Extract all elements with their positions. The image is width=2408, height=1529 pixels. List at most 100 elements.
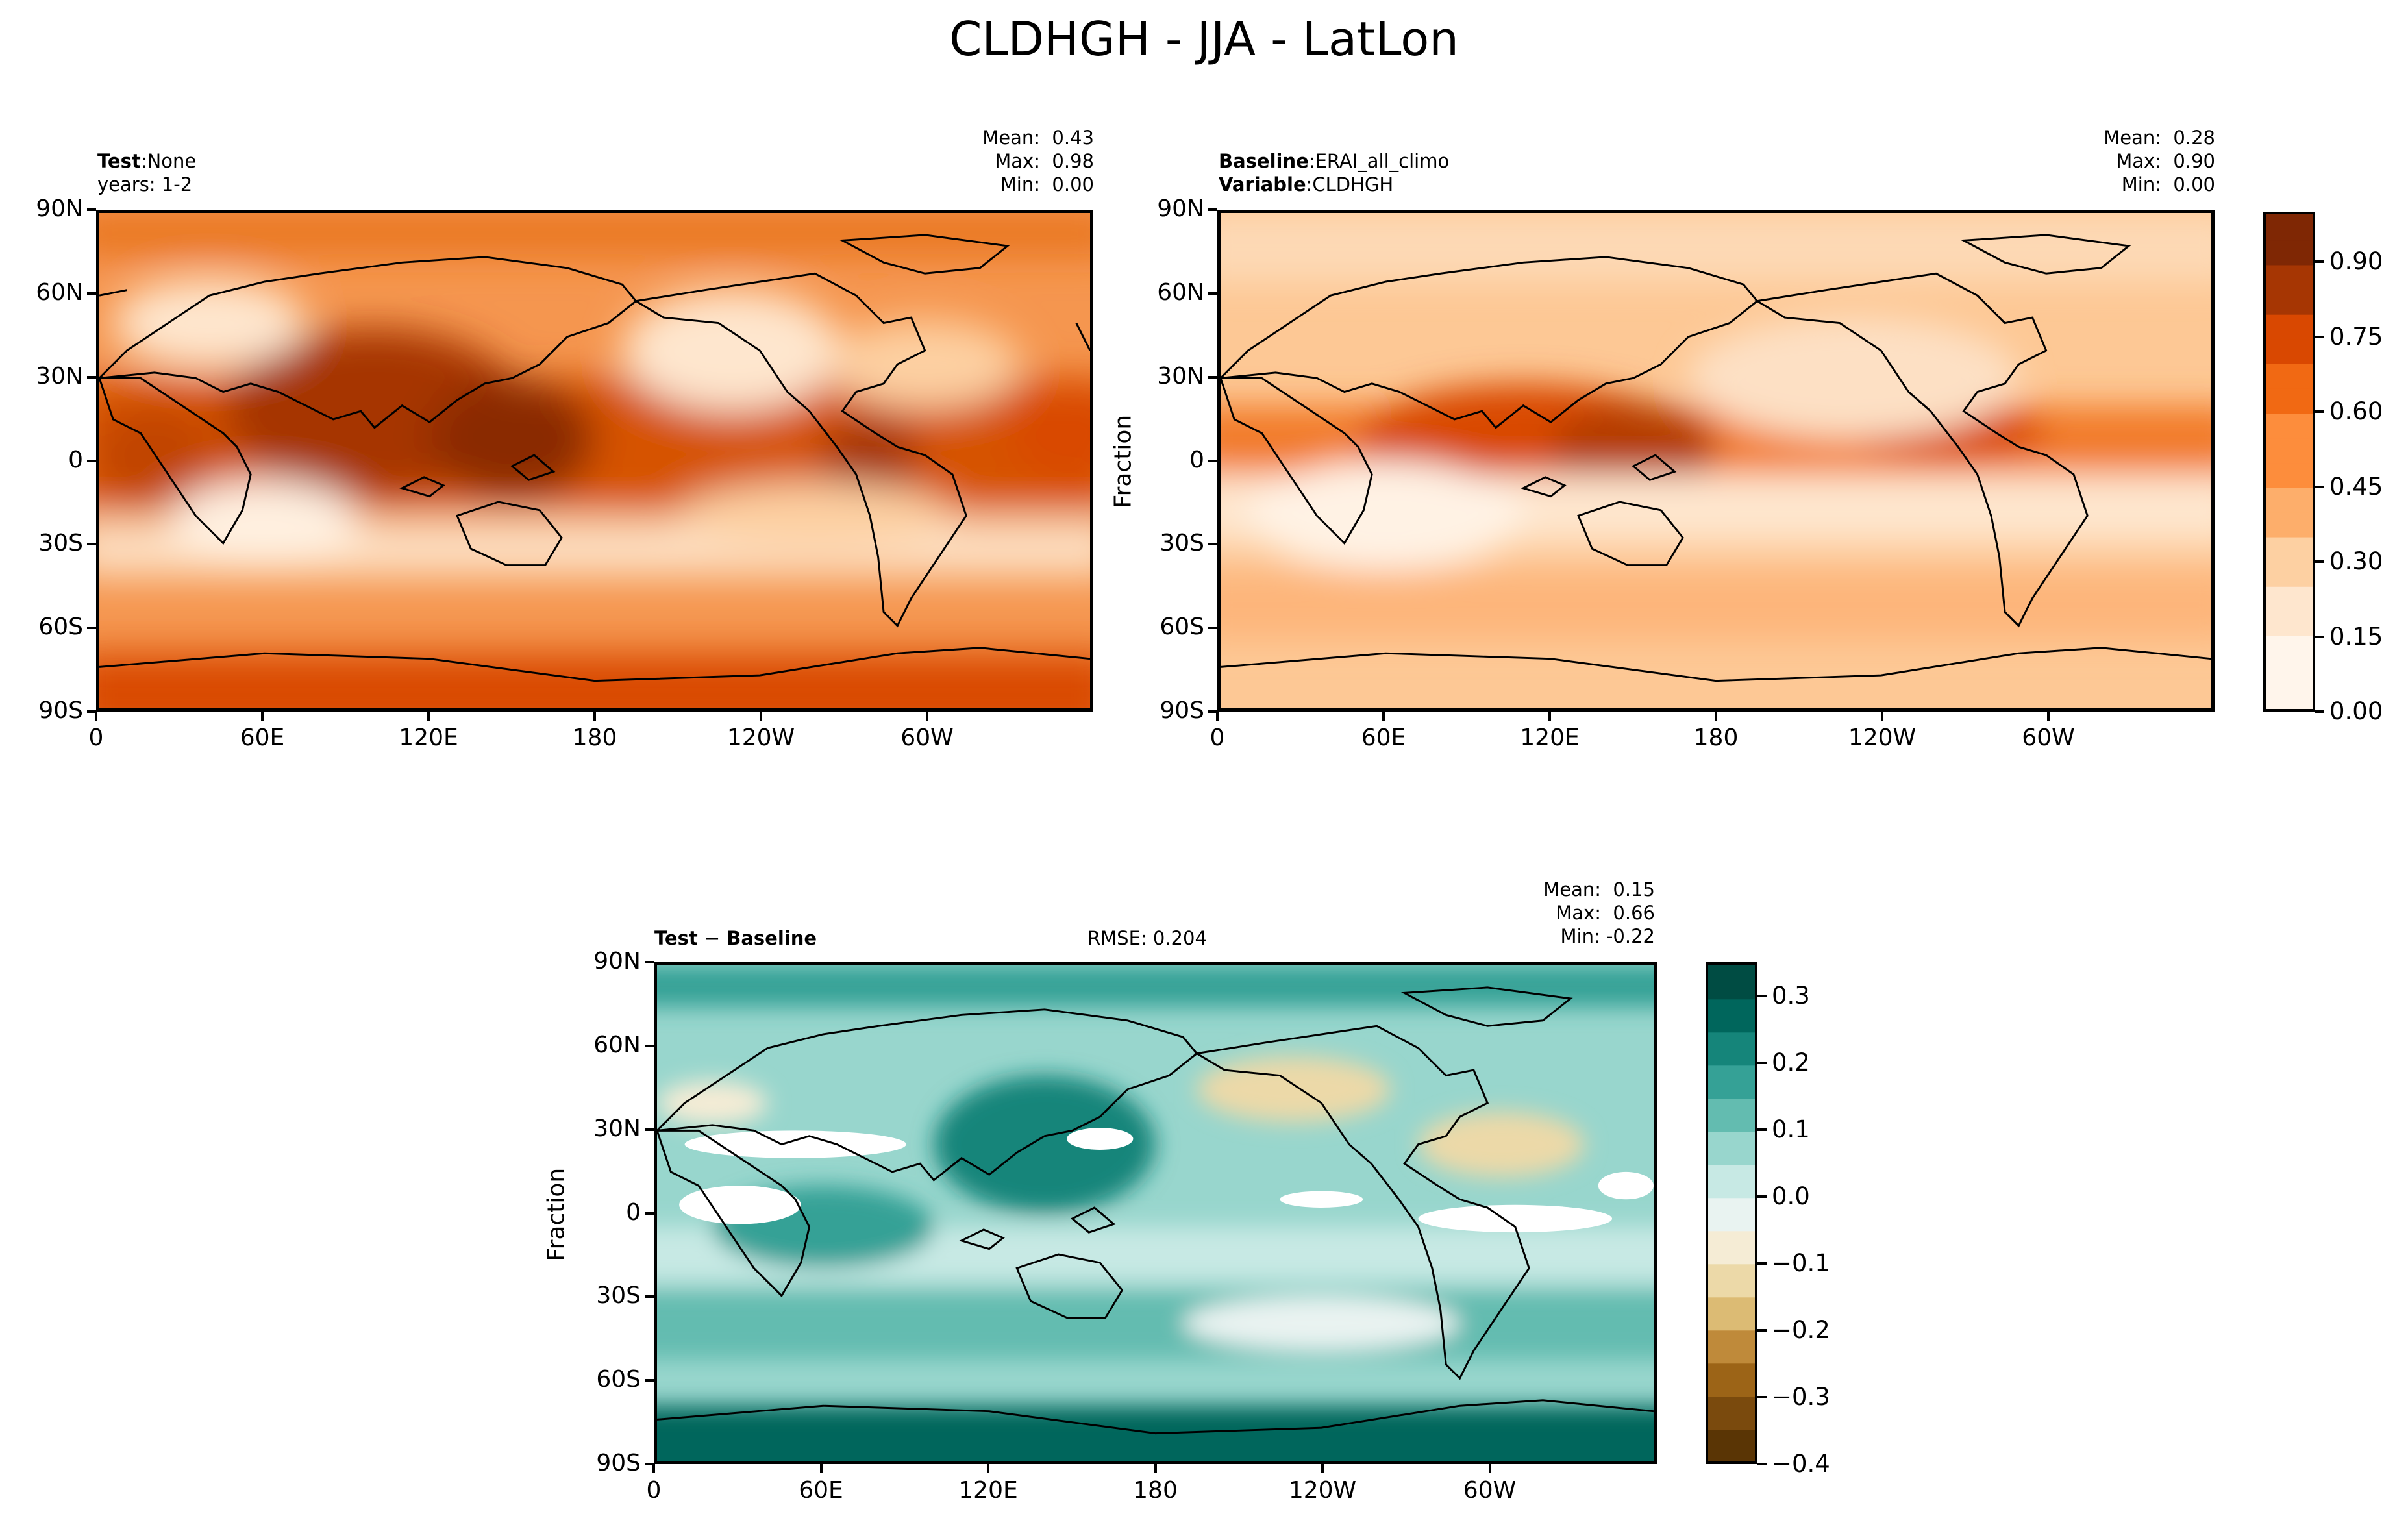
test-xtick-mark [593, 712, 596, 721]
top-cbar-tick-label: 0.60 [2329, 397, 2383, 425]
test-ytick-label: 60N [36, 279, 83, 306]
top-colorbar-band [2266, 486, 2313, 513]
baseline-xtick-mark [1382, 712, 1385, 721]
diff-cbar-tick-label: 0.0 [1772, 1182, 1810, 1210]
test-xtick-label: 60E [240, 725, 285, 751]
diff-field-blobs [657, 965, 1654, 1461]
diff-map-plot [657, 965, 1654, 1461]
diff-missing-white [679, 1128, 1654, 1233]
top-cbar-tick-mark [2315, 635, 2324, 638]
test-ytick-label: 90N [36, 195, 83, 222]
diff-coastlines [657, 986, 1654, 1435]
diff-colorbar-band [1708, 1263, 1755, 1298]
baseline-ytick-label: 90S [1160, 697, 1204, 724]
sep: : [1308, 150, 1315, 172]
diff-cbar-tick-label: −0.3 [1772, 1382, 1830, 1411]
baseline-ytick-mark [1208, 710, 1217, 713]
test-map[interactable] [96, 210, 1093, 712]
top-cbar-tick-label: 0.15 [2329, 622, 2383, 651]
diff-xtick-label: 120E [958, 1477, 1018, 1504]
top-colorbar-band [2266, 264, 2313, 290]
baseline-xtick-mark [1881, 712, 1883, 721]
test-ytick-mark [87, 627, 96, 630]
diff-ytick-mark [645, 1128, 654, 1131]
diff-colorbar-band [1708, 1296, 1755, 1331]
test-label: Test:None years: 1-2 [97, 149, 196, 196]
diff-xtick-mark [652, 1464, 655, 1473]
top-colorbar-band [2266, 313, 2313, 340]
diff-xtick-mark [1488, 1464, 1491, 1473]
top-cbar-tick-mark [2315, 485, 2324, 488]
top-colorbar-band [2266, 462, 2313, 488]
diff-ytick-label: 90S [596, 1450, 641, 1476]
diff-cbar-tick-label: 0.3 [1772, 981, 1810, 1010]
diff-cbar-tick-label: −0.2 [1772, 1315, 1830, 1344]
test-coastlines [99, 234, 1090, 682]
diff-colorbar-band [1708, 1428, 1755, 1461]
baseline-label: Baseline:ERAI_all_climo Variable:CLDHGH [1219, 149, 1449, 196]
diff-ytick-label: 30S [596, 1282, 641, 1310]
top-cbar-tick-mark [2315, 410, 2324, 413]
diff-cbar-tick-label: 0.2 [1772, 1048, 1810, 1076]
baseline-ytick-mark [1208, 375, 1217, 379]
test-ytick-label: 60S [38, 614, 83, 641]
top-colorbar-band [2266, 536, 2313, 562]
diff-ytick-mark [645, 1379, 654, 1382]
diff-label-text: Test − Baseline [654, 927, 817, 949]
test-ytick-mark [87, 208, 96, 211]
baseline-variable-value: CLDHGH [1312, 173, 1394, 195]
top-colorbar-band [2266, 634, 2313, 662]
test-ytick-mark [87, 459, 96, 462]
test-ytick-label: 30N [36, 362, 83, 390]
top-colorbar-band [2266, 436, 2313, 464]
top-colorbar-band [2266, 362, 2313, 389]
baseline-ytick-mark [1208, 543, 1217, 546]
diff-colorbar-band [1708, 1395, 1755, 1430]
diff-colorbar-band [1708, 965, 1755, 1000]
diff-colorbar-band [1708, 1362, 1755, 1397]
top-colorbar-band [2266, 585, 2313, 612]
diff-colorbar [1706, 962, 1757, 1464]
diff-stats: Mean: 0.15 Max: 0.66 Min: -0.22 [1543, 878, 1655, 947]
test-ytick-mark [87, 375, 96, 379]
diff-cbar-tick-label: −0.4 [1772, 1450, 1830, 1478]
diff-colorbar-band [1708, 1230, 1755, 1265]
baseline-xtick-mark [2047, 712, 2050, 721]
test-xtick-label: 120W [726, 725, 795, 751]
baseline-label-value: ERAI_all_climo [1315, 150, 1450, 172]
baseline-map[interactable] [1217, 210, 2215, 712]
diff-cbar-tick-mark [1757, 1262, 1767, 1265]
baseline-xtick-label: 0 [1210, 725, 1225, 751]
diff-colorbar-band [1708, 1197, 1755, 1232]
baseline-xtick-label: 180 [1693, 725, 1739, 751]
baseline-coastlines [1221, 234, 2211, 682]
diff-cbar-tick-label: −0.1 [1772, 1249, 1830, 1277]
top-cbar-tick-mark [2315, 335, 2324, 338]
baseline-field-blobs [1221, 213, 2211, 640]
top-cbar-tick-mark [2315, 260, 2324, 263]
baseline-ytick-mark [1208, 208, 1217, 211]
baseline-xtick-label: 60W [2022, 725, 2075, 751]
baseline-xtick-label: 60E [1361, 725, 1406, 751]
baseline-map-plot [1221, 213, 2211, 708]
top-cbar-tick-mark [2315, 560, 2324, 563]
top-colorbar-band [2266, 387, 2313, 414]
diff-map[interactable] [654, 962, 1657, 1464]
diff-xtick-mark [987, 1464, 989, 1473]
baseline-ytick-label: 90N [1157, 195, 1204, 222]
sep: : [1306, 173, 1313, 195]
diff-ytick-mark [645, 1044, 654, 1047]
diff-ylabel: Fraction [543, 1167, 570, 1262]
top-cbar-tick-label: 0.90 [2329, 247, 2383, 275]
top-colorbar-band [2266, 560, 2313, 587]
test-ytick-mark [87, 710, 96, 713]
diff-ytick-label: 0 [626, 1199, 641, 1226]
test-xtick-mark [427, 712, 430, 721]
test-ytick-label: 90S [38, 697, 83, 724]
diff-ytick-label: 90N [593, 948, 641, 975]
top-colorbar-band [2266, 239, 2313, 266]
diff-xtick-mark [1321, 1464, 1324, 1473]
test-ytick-label: 0 [68, 446, 83, 473]
test-xtick-label: 60W [900, 725, 954, 751]
sep: : [140, 150, 147, 172]
